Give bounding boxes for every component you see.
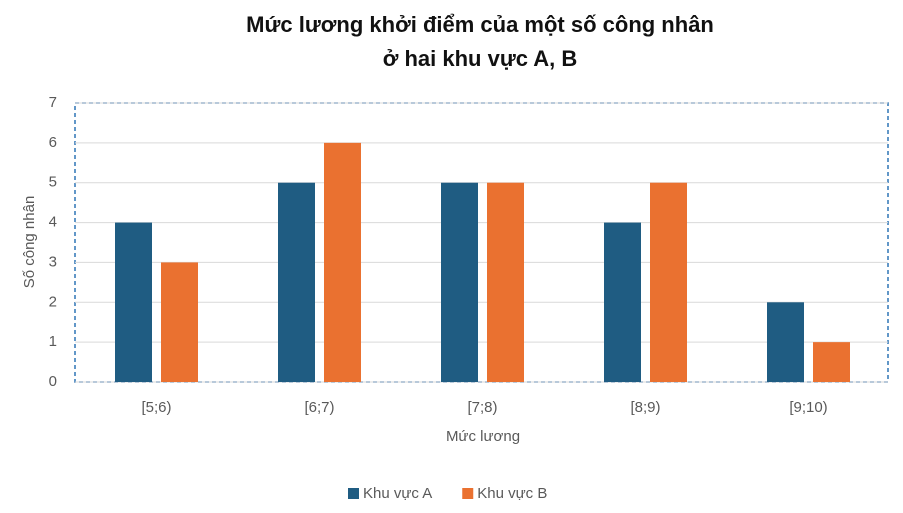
bar: [650, 182, 687, 382]
bar: [324, 142, 361, 382]
x-tick-label: [8;9): [630, 399, 660, 416]
bar: [161, 262, 198, 382]
x-tick-label: [7;8): [467, 399, 497, 416]
y-tick-label: 4: [49, 214, 57, 231]
legend-swatch: [348, 488, 359, 499]
legend-label: Khu vực A: [363, 485, 432, 502]
bar: [813, 342, 850, 382]
bar: [487, 182, 524, 382]
legend-swatch: [462, 488, 474, 499]
y-tick-label: 7: [49, 94, 57, 111]
y-tick-label: 5: [49, 174, 57, 191]
bar: [115, 222, 152, 382]
x-axis-label: Mức lương: [446, 428, 520, 445]
y-tick-label: 3: [49, 253, 57, 270]
bar: [441, 182, 478, 382]
bar: [604, 222, 641, 382]
legend-label: Khu vực B: [477, 485, 547, 502]
x-tick-label: [6;7): [304, 399, 334, 416]
bar: [278, 182, 315, 382]
chart-title: Mức lương khởi điểm của một số công nhân: [246, 12, 714, 37]
y-axis-label: Số công nhân: [21, 196, 38, 289]
y-tick-label: 6: [49, 134, 57, 151]
y-tick-label: 0: [49, 373, 57, 390]
y-tick-label: 2: [49, 293, 57, 310]
chart-title: ở hai khu vực A, B: [383, 46, 578, 71]
x-tick-label: [5;6): [141, 399, 171, 416]
y-tick-label: 1: [49, 333, 57, 350]
x-tick-label: [9;10): [789, 399, 827, 416]
bar: [767, 302, 804, 382]
